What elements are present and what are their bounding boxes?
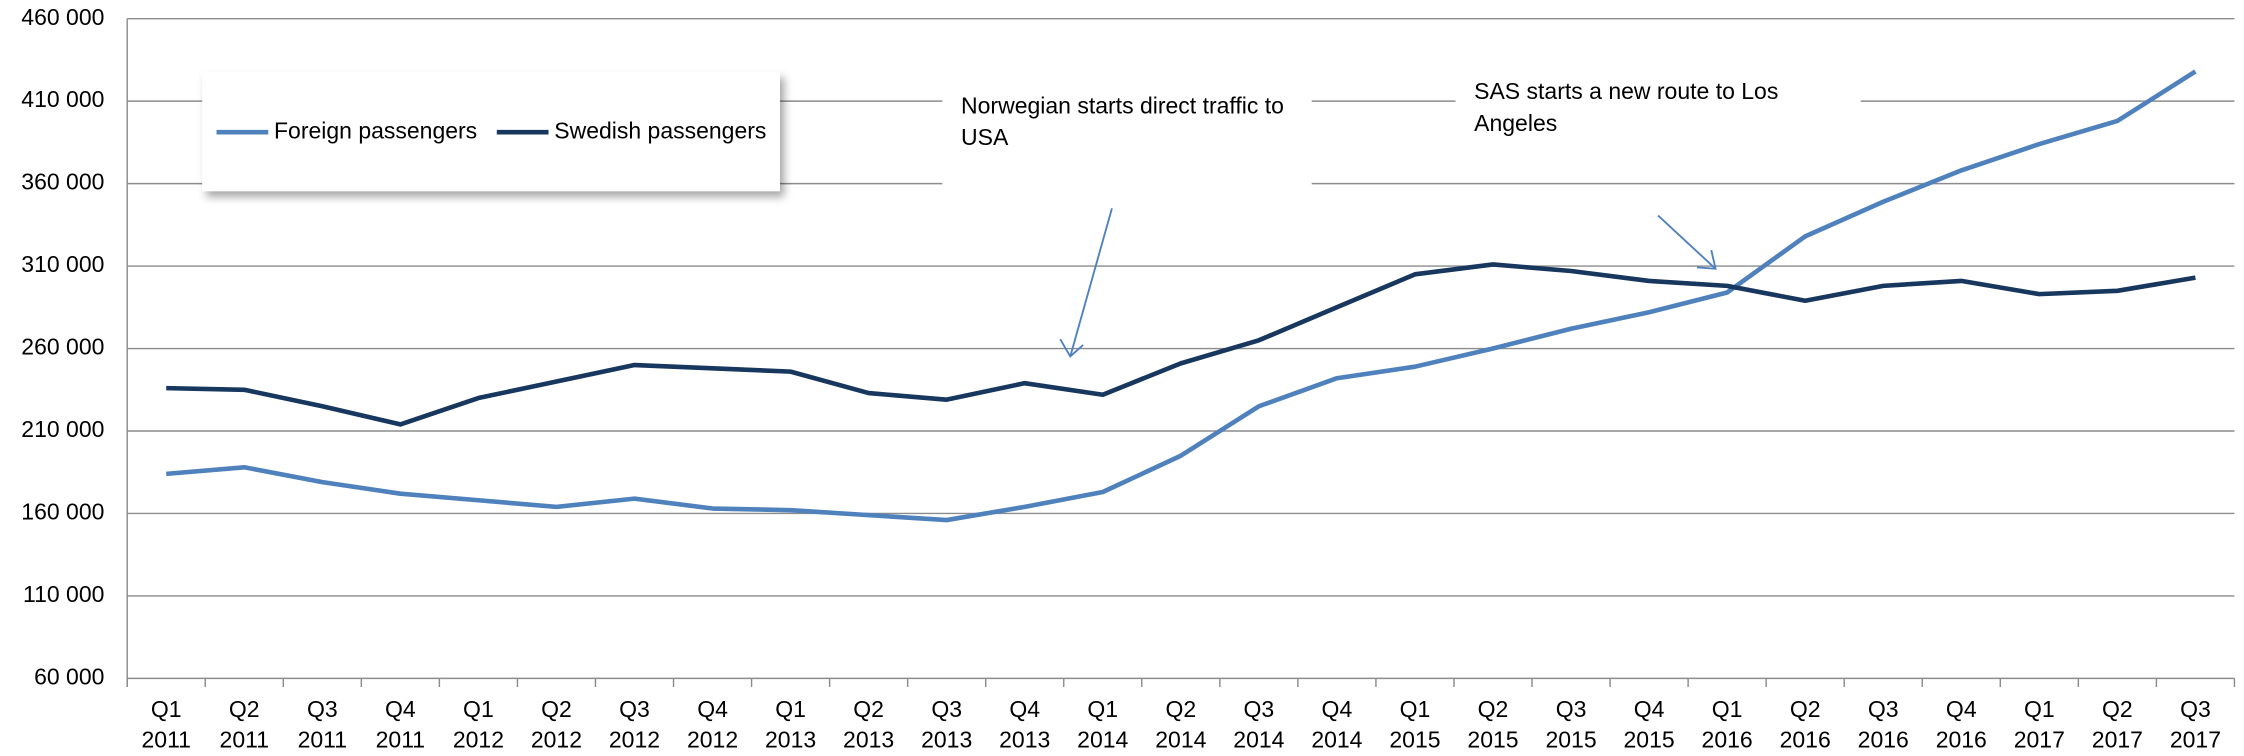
x-tick-label: Q4 2011: [375, 698, 426, 754]
x-tick-label-box: Q3 2013: [921, 698, 973, 754]
lines: [166, 69, 2197, 523]
annotation: SAS starts a new route to Los Angeles: [1474, 80, 1779, 137]
y-tick-label: 160 000: [21, 499, 104, 525]
annotation-text: SAS starts a new route to Los Angeles: [1474, 80, 1779, 137]
arrow: [1059, 208, 1113, 358]
legend-label: Swedish passengers: [554, 117, 766, 143]
legend-box: [202, 71, 780, 192]
x-tick-label: Q1 2012: [452, 698, 504, 754]
x-tick-label: Q3 2017: [2169, 698, 2221, 754]
x-tick-label-box: Q2 2013: [843, 698, 895, 754]
y-tick-label: 360 000: [21, 169, 104, 195]
x-tick-label: Q1 2015: [1389, 698, 1441, 754]
x-tick-label: Q2 2014: [1155, 698, 1207, 754]
x-tick-label-box: Q3 2011: [297, 698, 348, 754]
x-tick-label: Q3 2014: [1233, 698, 1285, 754]
x-tick-label: Q4 2015: [1623, 698, 1675, 754]
annotation-box: [942, 83, 1312, 187]
annotation-box: [1455, 68, 1861, 173]
x-tick-label-box: Q2 2014: [1155, 698, 1207, 754]
annotation-text: Norwegian starts direct traffic to USA: [961, 94, 1284, 151]
x-tick-label-box: Q4 2011: [375, 698, 426, 754]
x-tick-label-box: Q2 2011: [219, 698, 269, 754]
x-tick-label-box: Q3 2014: [1233, 698, 1285, 754]
x-tick-label-box: Q4 2016: [1935, 698, 1987, 754]
annotation: Norwegian starts direct traffic to USA: [961, 94, 1284, 151]
arrow: [1657, 214, 1717, 270]
series-line: [166, 262, 2196, 427]
x-tick-label: Q1 2011: [141, 698, 191, 754]
x-tick-label-box: Q1 2014: [1077, 698, 1129, 754]
y-tick-label: 310 000: [21, 251, 104, 277]
x-tick-label-box: Q1 2017: [2013, 698, 2065, 754]
y-tick-label: 60 000: [34, 663, 104, 689]
grid: 60 000 110 000 160 000 210 000 260 000 310 00…: [21, 4, 2236, 754]
y-tick-label: 260 000: [21, 334, 104, 360]
x-tick-label-box: Q2 2015: [1467, 698, 1519, 754]
x-tick-label-box: Q3 2017: [2169, 698, 2221, 754]
y-tick-label: 410 000: [21, 86, 104, 112]
x-tick-label-box: Q4 2014: [1311, 698, 1363, 754]
x-tick-label: Q3 2015: [1545, 698, 1597, 754]
x-tick-label-box: Q3 2012: [608, 698, 661, 754]
x-tick-label: Q2 2011: [219, 698, 269, 754]
x-tick-label-box: Q2 2016: [1779, 698, 1831, 754]
x-tick-label-box: Q3 2016: [1857, 698, 1909, 754]
series-line: [166, 69, 2197, 523]
x-tick-label: Q2 2012: [530, 698, 583, 754]
x-tick-label: Q1 2014: [1077, 698, 1129, 754]
x-tick-label: Q1 2013: [764, 698, 817, 754]
x-tick-label: Q2 2015: [1467, 698, 1519, 754]
x-tick-label: Q2 2016: [1779, 698, 1831, 754]
x-tick-label-box: Q4 2012: [686, 698, 739, 754]
x-tick-label-box: Q1 2011: [141, 698, 191, 754]
legend: Foreign passengers Swedish passengers: [216, 117, 766, 143]
x-tick-label-box: Q3 2015: [1545, 698, 1597, 754]
x-tick-label: Q3 2013: [921, 698, 973, 754]
x-tick-label: Q3 2016: [1857, 698, 1909, 754]
x-tick-label: Q2 2017: [2091, 698, 2143, 754]
x-tick-label-box: Q1 2013: [764, 698, 817, 754]
y-tick-label: 460 000: [21, 4, 104, 30]
x-tick-label: Q4 2016: [1935, 698, 1987, 754]
x-tick-label: Q4 2013: [999, 698, 1051, 754]
x-tick-label: Q3 2011: [297, 698, 348, 754]
x-tick-label: Q4 2012: [686, 698, 739, 754]
x-tick-label-box: Q4 2015: [1623, 698, 1675, 754]
x-tick-label-box: Q2 2012: [530, 698, 583, 754]
x-tick-label: Q1 2017: [2013, 698, 2065, 754]
x-tick-label-box: Q1 2015: [1389, 698, 1441, 754]
x-tick-label: Q3 2012: [608, 698, 661, 754]
x-tick-label-box: Q1 2016: [1701, 698, 1753, 754]
x-tick-label: Q4 2014: [1311, 698, 1363, 754]
x-tick-label-box: Q2 2017: [2091, 698, 2143, 754]
x-tick-label: Q2 2013: [843, 698, 895, 754]
x-tick-label-box: Q1 2012: [452, 698, 504, 754]
arrows: [1059, 208, 1717, 358]
legend-label: Foreign passengers: [274, 117, 477, 143]
y-tick-label: 210 000: [21, 416, 104, 442]
x-tick-label: Q1 2016: [1701, 698, 1753, 754]
y-tick-label: 110 000: [23, 581, 104, 607]
x-tick-label-box: Q4 2013: [999, 698, 1051, 754]
